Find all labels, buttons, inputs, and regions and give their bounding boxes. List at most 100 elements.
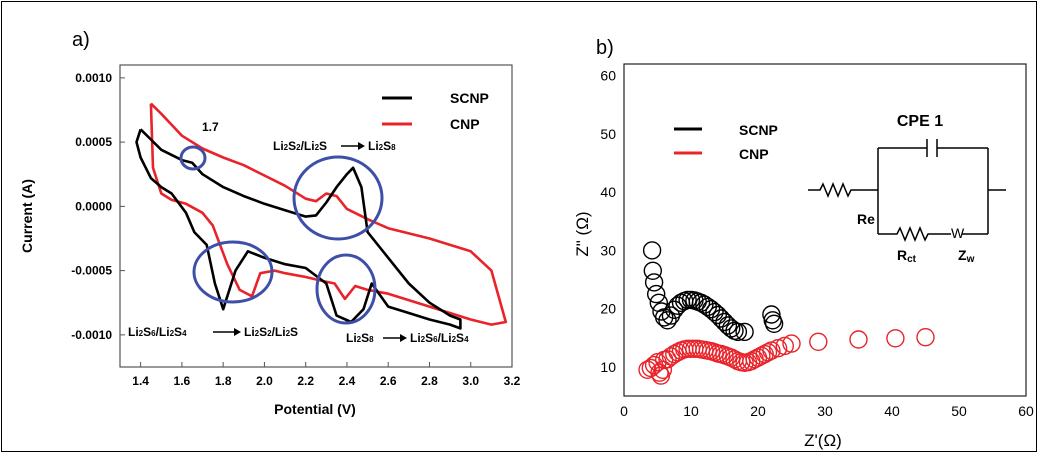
panel-b: b) 10 20 30 40 50 60 0 10 20 30 40 50 60 Z'(Ω) Z" (…: [573, 37, 1034, 450]
panel-a-x-axis-label: Potential (V): [274, 401, 356, 417]
inset-warburg-symbol: W: [951, 225, 965, 241]
panel-b-series: [638, 241, 935, 385]
peak-marker-ellipse-4: [315, 253, 377, 325]
panel-a-series-line-cnp: [149, 102, 508, 326]
inset-rct-label: Rct: [897, 247, 917, 265]
panel-a-y-tick-label: -0.0010: [71, 328, 112, 342]
inset-resistor-rct: [878, 226, 988, 242]
annotation-1-7: 1.7: [202, 120, 219, 134]
panel-b-y-tick-label: 20: [600, 301, 616, 317]
panel-a-x-tick-label: 2.4: [339, 374, 356, 388]
panel-b-point-scnp: [655, 308, 674, 327]
panel-b-point-cnp: [886, 329, 905, 348]
annotation-reaction-2-product: Li2S2/Li2S: [244, 325, 298, 339]
panel-b-point-scnp: [764, 314, 784, 333]
panel-a-y-axis-label: Current (A): [19, 179, 35, 253]
panel-b-point-scnp: [711, 309, 731, 328]
panel-b-legend-label-scnp: SCNP: [739, 122, 778, 138]
panel-b-point-scnp: [668, 296, 687, 315]
annotation-reaction-3: Li2S8: [346, 331, 374, 345]
inset-re-label: Re: [857, 211, 875, 227]
panel-a-legend-label-cnp: CNP: [450, 116, 480, 132]
annotation-reaction-2: Li2S6/Li2S4: [128, 325, 187, 339]
inset-cpe-label: CPE 1: [897, 113, 943, 130]
panel-b-label: b): [596, 37, 614, 59]
panel-a-label: a): [72, 29, 90, 51]
panel-b-point-scnp: [643, 261, 662, 280]
inset-resistor-re: [808, 182, 878, 198]
panel-b-x-tick-label: 40: [884, 403, 900, 419]
panel-b-point-scnp: [762, 305, 781, 324]
panel-b-y-tick-label: 40: [600, 184, 616, 200]
panel-b-x-tick-label: 10: [683, 403, 699, 419]
panel-b-point-scnp: [695, 295, 714, 314]
panel-b-y-ticks: 10 20 30 40 50 60: [600, 68, 616, 375]
panel-b-point-scnp: [735, 322, 754, 342]
panel-b-point-scnp: [647, 284, 666, 304]
annotation-reaction-1: Li2S2/Li2S: [273, 139, 327, 153]
peak-marker-ellipse-2: [292, 155, 384, 241]
panel-b-y-tick-label: 10: [600, 359, 616, 375]
panel-a-x-tick-label: 1.6: [174, 374, 191, 388]
panel-a-x-tick-label: 1.8: [215, 374, 232, 388]
panel-a-y-tick-label: -0.0005: [71, 264, 112, 278]
panel-b-point-cnp: [782, 334, 801, 353]
panel-a-legend-label-scnp: SCNP: [450, 90, 489, 106]
panel-b-point-scnp: [661, 306, 681, 325]
reaction-2-arrowhead: [234, 328, 241, 336]
panel-b-plot-frame: [623, 63, 1027, 397]
panel-a-x-tick-label: 2.2: [297, 374, 314, 388]
panel-b-point-cnp: [653, 360, 673, 379]
panel-b-point-cnp: [650, 363, 669, 382]
panel-a-plot-frame: [119, 64, 513, 368]
peak-marker-ellipse-3: [192, 240, 274, 304]
panel-b-point-cnp: [638, 360, 657, 379]
panel-b-y-tick-label: 30: [600, 242, 616, 258]
panel-a-legend: SCNP CNP: [382, 90, 489, 132]
panel-b-point-scnp: [701, 300, 721, 319]
panel-a-series: [135, 102, 508, 330]
panel-b-y-axis-label: Z" (Ω): [573, 211, 592, 256]
panel-a-x-tick-label: 1.4: [132, 374, 149, 388]
panel-a-x-tick-label: 2.8: [421, 374, 438, 388]
panel-b-x-tick-label: 0: [620, 403, 628, 419]
panel-b-point-cnp: [809, 332, 828, 351]
panel-b-point-cnp: [641, 358, 660, 378]
panel-b-point-scnp: [644, 273, 664, 292]
panel-b-point-cnp: [758, 343, 778, 362]
inset-cpe-plates: [926, 139, 938, 157]
panel-a-x-tick-label: 3.2: [504, 374, 521, 388]
panel-b-point-scnp: [718, 316, 738, 335]
panel-a-y-ticks: 0.0010 0.0005 0.0000 -0.0005 -0.0010: [71, 71, 125, 342]
panel-b-x-tick-label: 60: [1018, 403, 1034, 419]
reaction-3-arrowhead: [400, 334, 407, 342]
reaction-1-arrowhead: [358, 142, 365, 150]
annotation-reaction-1-product: Li2S8: [368, 139, 396, 153]
panel-a-x-ticks: 1.4 1.6 1.8 2.0 2.2 2.4 2.6 2.8 3.0 3.2: [132, 362, 521, 388]
panel-b-point-cnp: [849, 330, 868, 349]
panel-a-x-tick-label: 3.0: [462, 374, 479, 388]
panel-a-y-tick-label: 0.0000: [75, 199, 112, 213]
panel-b-point-scnp: [728, 322, 748, 342]
panel-b-x-axis-label: Z'(Ω): [804, 431, 842, 450]
panel-b-point-scnp: [708, 305, 727, 325]
inset-zw-label: Zw: [958, 247, 975, 265]
panel-a-annotations: 1.7 Li2S2/Li2S Li2S8 Li2S6/Li2S4 Li2S2/L…: [128, 120, 469, 345]
panel-a-y-tick-label: 0.0010: [75, 71, 112, 85]
panel-a-series-line-scnp: [135, 128, 462, 330]
panel-b-y-tick-label: 50: [600, 126, 616, 142]
panel-b-y-tick-label: 60: [600, 68, 616, 84]
panel-b-point-cnp: [916, 328, 935, 347]
inset-wires: [877, 148, 1006, 234]
panel-b-x-tick-label: 50: [951, 403, 967, 419]
panel-a-x-tick-label: 2.0: [256, 374, 273, 388]
panel-a-x-tick-label: 2.6: [380, 374, 397, 388]
equivalent-circuit-inset: CPE 1 Re Rct W Zw: [808, 113, 1006, 265]
panel-b-point-scnp: [642, 241, 662, 260]
panel-b-legend: SCNP CNP: [674, 122, 778, 162]
panel-b-x-tick-label: 30: [817, 403, 833, 419]
panel-b-x-tick-label: 20: [750, 403, 766, 419]
